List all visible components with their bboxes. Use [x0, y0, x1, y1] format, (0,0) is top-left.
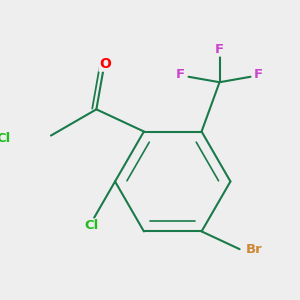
- Text: O: O: [99, 57, 111, 71]
- Text: F: F: [254, 68, 263, 81]
- Text: Cl: Cl: [0, 132, 11, 145]
- Text: F: F: [176, 68, 185, 81]
- Text: Br: Br: [246, 243, 262, 256]
- Text: Cl: Cl: [84, 219, 99, 232]
- Text: F: F: [215, 43, 224, 56]
